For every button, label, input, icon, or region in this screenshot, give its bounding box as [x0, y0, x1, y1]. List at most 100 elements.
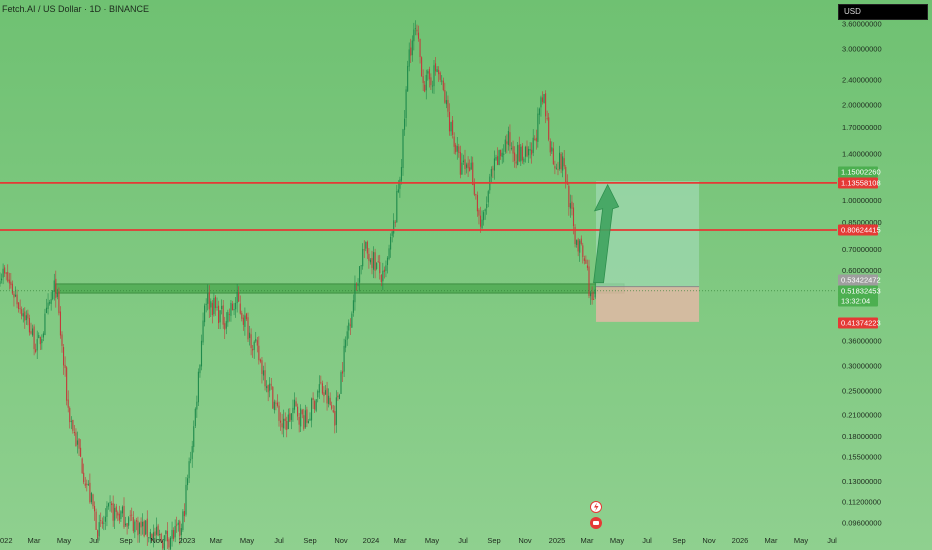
price-tag-background [838, 177, 878, 189]
y-tick-label: 0.36000000 [842, 337, 882, 346]
price-tag[interactable]: 0.51832453 [838, 285, 881, 297]
candle-body [16, 294, 18, 305]
candle-body [174, 525, 176, 538]
candle-body [324, 390, 327, 395]
y-tick-label: 2.00000000 [842, 100, 882, 109]
candle-body [351, 313, 353, 328]
candle-body [366, 241, 368, 254]
candle-body [205, 303, 207, 306]
candle-body [107, 503, 110, 507]
candle-body [340, 372, 342, 394]
candle-body [21, 309, 23, 316]
y-tick-label: 0.18000000 [842, 432, 882, 441]
candle-body [582, 245, 584, 258]
candle-body [159, 533, 161, 536]
candle-body [452, 120, 454, 135]
candle-body [185, 484, 187, 515]
candle-body [115, 506, 117, 512]
candle-body [128, 517, 130, 526]
candle-body [25, 315, 27, 321]
x-tick-label: 022 [0, 536, 13, 545]
candle-body [479, 215, 482, 227]
candle-body [0, 281, 1, 284]
candle-body [537, 113, 539, 142]
candle-body [301, 410, 303, 415]
candle-body [10, 281, 12, 286]
candle-body [290, 413, 292, 420]
candle-body [73, 431, 75, 434]
price-tag[interactable]: 0.80624415 [838, 224, 881, 236]
candle-body [126, 523, 128, 527]
candle-body [207, 292, 209, 304]
candle-body [225, 321, 227, 329]
y-tick-label: 0.15500000 [842, 453, 882, 462]
candle-body [22, 313, 24, 317]
currency-button[interactable]: USD [838, 4, 928, 20]
candle-body [328, 395, 330, 404]
candle-body [380, 274, 382, 283]
candle-body [373, 252, 375, 270]
candle-body [100, 520, 102, 522]
price-tag[interactable]: 0.53422472 [838, 274, 881, 286]
candle-body [492, 168, 494, 170]
candle-body [64, 364, 66, 368]
candle-body [469, 167, 471, 171]
candle-body [76, 440, 79, 445]
candle-body [244, 315, 246, 327]
candle-body [306, 409, 308, 423]
candle-body [572, 207, 575, 227]
candle-body [590, 292, 592, 297]
candle-body [484, 209, 486, 212]
candle-body [47, 302, 49, 310]
price-axis[interactable]: 3.60000000 3.00000000 2.40000000 2.00000000… [842, 20, 882, 528]
candle-body [230, 302, 232, 316]
candle-body [410, 47, 412, 56]
candle-body [218, 305, 220, 324]
candle-body [487, 191, 489, 203]
candle-body [211, 302, 213, 316]
candle-body [591, 293, 593, 300]
candle-body [171, 529, 173, 539]
candle-body [151, 533, 153, 541]
price-tag[interactable]: 13:32:04 [838, 295, 878, 307]
y-tick-label: 3.60000000 [842, 20, 882, 29]
x-tick-label: Nov [518, 536, 532, 545]
candle-body [475, 194, 477, 195]
candle-body [214, 296, 216, 309]
candle-body [95, 511, 97, 530]
candle-body [407, 65, 409, 92]
candle-body [490, 169, 492, 177]
candle-body [109, 502, 111, 504]
candle-body [303, 415, 305, 429]
candle-body [18, 302, 20, 310]
target-arrow[interactable] [593, 183, 620, 284]
candle-body [273, 401, 275, 411]
candle-body [571, 201, 573, 209]
candle-body [559, 152, 561, 169]
price-tag[interactable]: 1.15002260 [838, 166, 881, 178]
candle-body [397, 189, 399, 193]
candle-body [371, 257, 373, 268]
candle-body [11, 283, 13, 294]
candle-body [179, 521, 181, 537]
y-tick-label: 0.13000000 [842, 477, 882, 486]
candle-body [507, 130, 509, 146]
candle-body [32, 328, 34, 336]
candle-body [101, 521, 103, 524]
candle-body [280, 420, 282, 423]
position-loss-zone[interactable] [596, 286, 700, 322]
candle-body [269, 383, 271, 391]
time-axis[interactable]: 022 Mar May Jul Sep Nov 2023 Mar May Jul Sep Nov 202… [0, 536, 837, 545]
price-tag[interactable]: 1.13558108 [838, 177, 881, 189]
candle-body [8, 279, 10, 284]
candle-body [182, 511, 184, 530]
support-zone[interactable] [55, 283, 625, 294]
candle-body [518, 144, 520, 162]
y-tick-label: 3.00000000 [842, 45, 882, 54]
price-tag[interactable]: 0.41374223 [838, 317, 881, 329]
candle-body [352, 300, 354, 313]
candle-body [24, 311, 26, 321]
candle-body [41, 339, 43, 344]
